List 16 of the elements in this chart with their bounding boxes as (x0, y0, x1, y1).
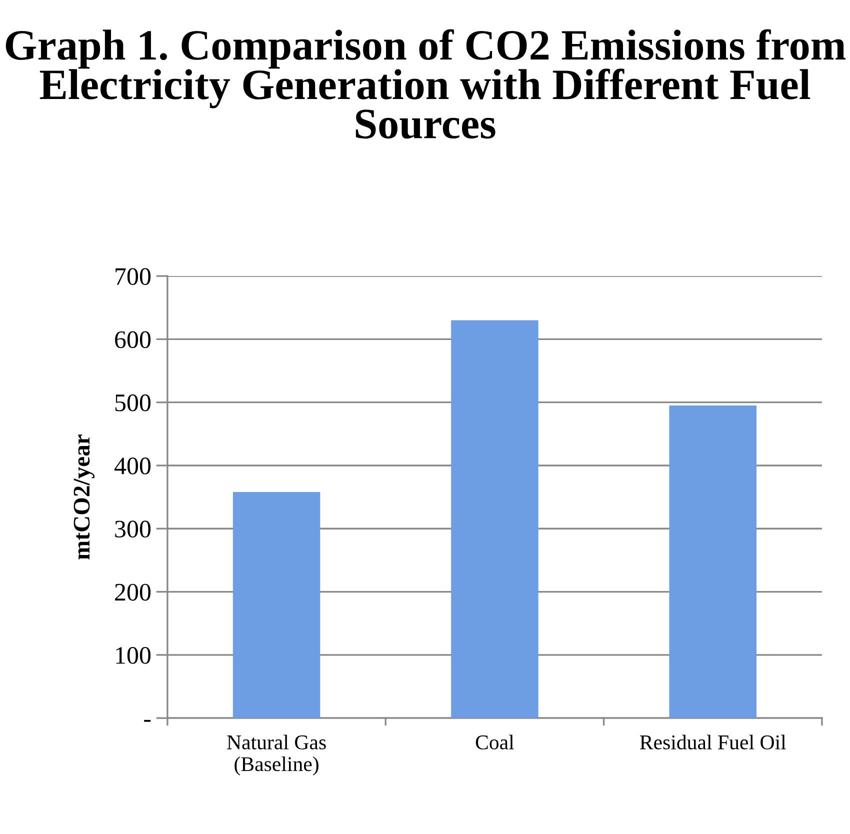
y-tick-label: 600 (115, 331, 151, 348)
y-tick-label: 100 (116, 646, 151, 664)
y-tick-label: 200 (115, 584, 151, 601)
x-tick-label: Residual Fuel Oil (640, 734, 786, 750)
y-tick-label: 500 (115, 394, 151, 412)
x-tick-label: Natural Gas (Baseline) (227, 734, 326, 776)
chart-title: Graph 1. Comparison of CO2 Emissions from Electricity Generation with Different Fuel Sources (6, 29, 846, 139)
x-tick-label: Coal (476, 734, 514, 750)
y-tick-label: 300 (115, 520, 151, 538)
bar (669, 406, 756, 718)
bar (232, 492, 320, 718)
y-axis-title: mtCO2/year (74, 434, 95, 560)
y-tick-label: - (144, 720, 151, 722)
y-tick-label: 400 (114, 458, 151, 474)
y-tick-label: 700 (116, 268, 151, 285)
bar (451, 320, 538, 718)
